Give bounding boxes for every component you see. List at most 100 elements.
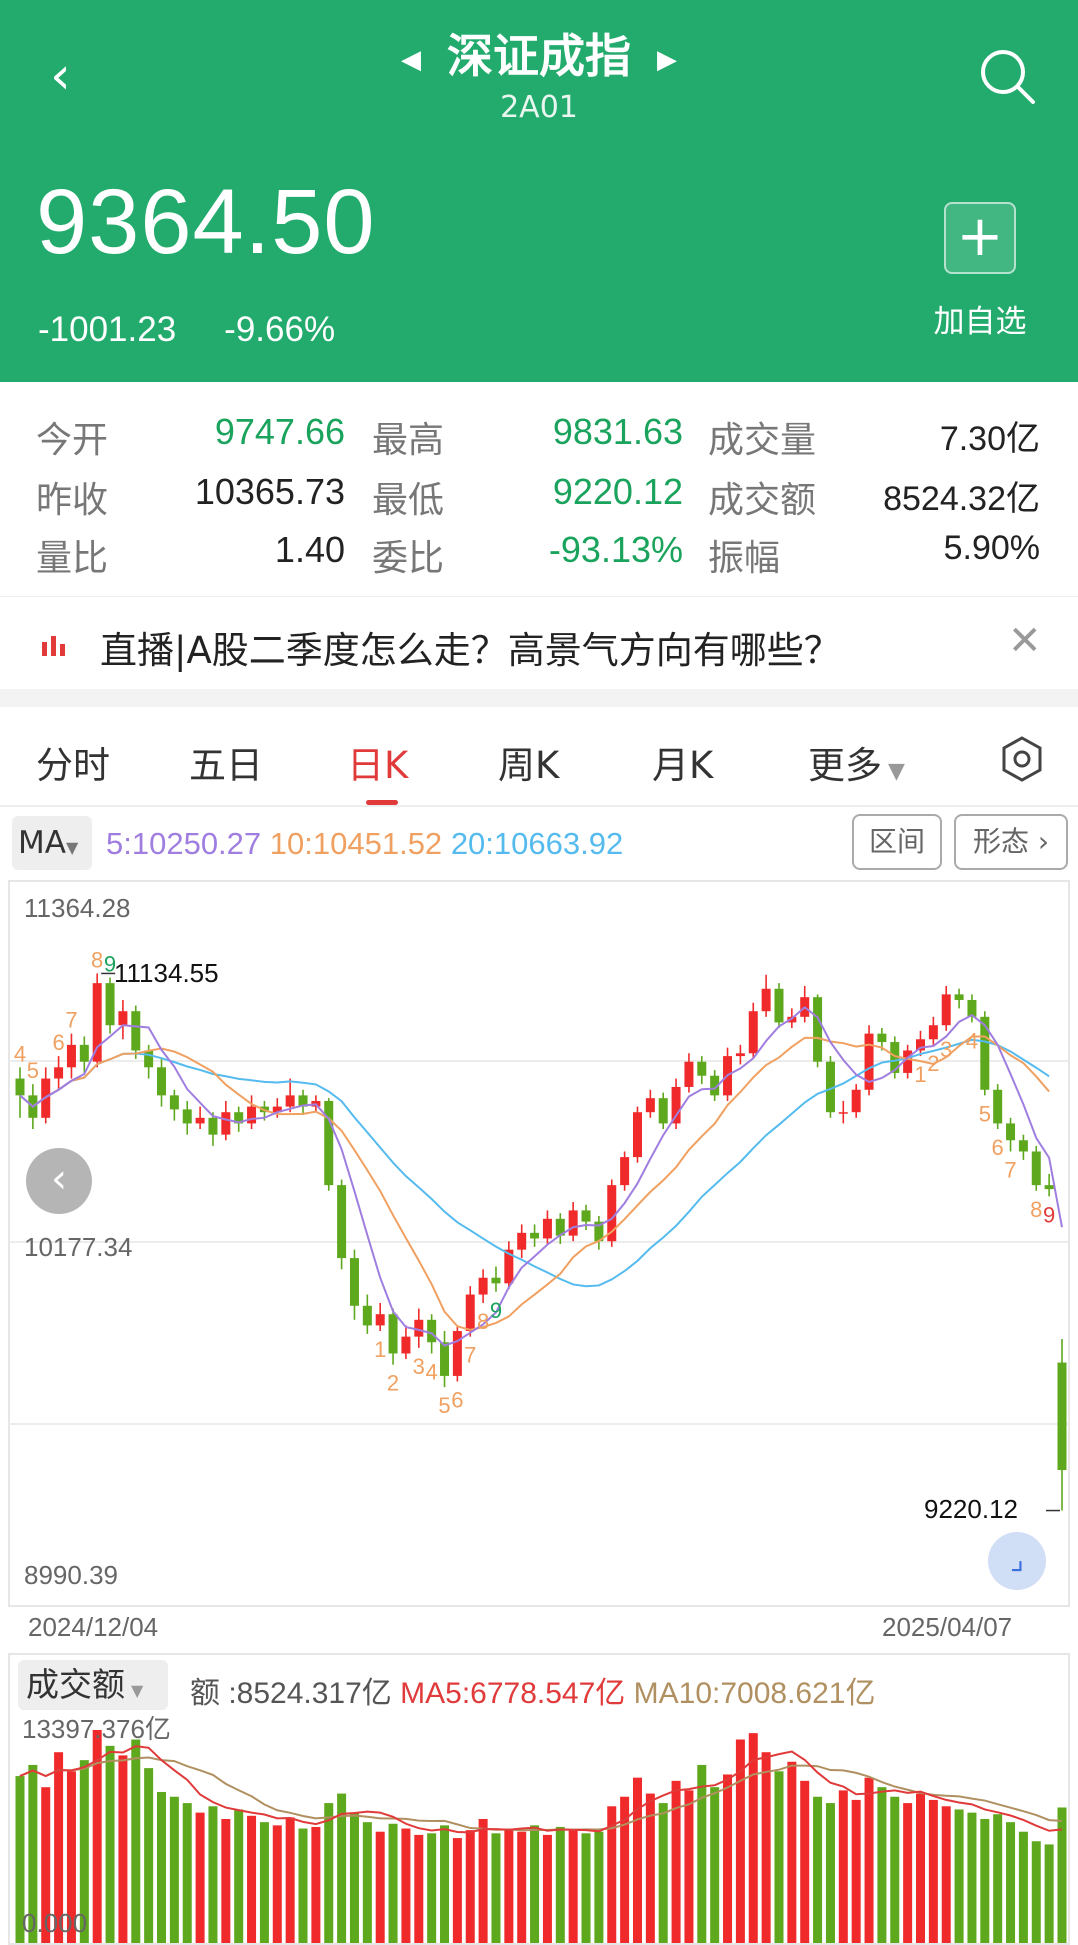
- volume-bar: [401, 1828, 411, 1943]
- tab-intraday[interactable]: 分时: [36, 744, 110, 787]
- candle-body: [401, 1336, 411, 1354]
- candle-body: [710, 1075, 720, 1096]
- candle-body: [221, 1112, 231, 1135]
- td-marker: 8: [1030, 1197, 1042, 1222]
- volume-bar: [710, 1787, 720, 1943]
- volume-bar: [182, 1803, 192, 1943]
- back-icon[interactable]: ‹: [50, 46, 71, 106]
- scroll-left-button[interactable]: ‹: [26, 1148, 92, 1214]
- add-watchlist-button[interactable]: +: [944, 202, 1016, 274]
- volume-bar: [298, 1828, 308, 1943]
- volume-bar: [954, 1809, 964, 1943]
- volume-bar: [517, 1831, 527, 1943]
- tab-daily-k[interactable]: 日K: [347, 744, 409, 787]
- volume-bar: [388, 1823, 398, 1943]
- volume-bar: [118, 1755, 128, 1943]
- volume-bar: [838, 1790, 848, 1943]
- td-marker: 2: [927, 1051, 939, 1076]
- volume-bar: [105, 1745, 115, 1943]
- td-marker: 2: [387, 1371, 399, 1396]
- volume-bar: [723, 1774, 733, 1943]
- candle-body: [452, 1331, 462, 1376]
- volume-bar: [993, 1814, 1003, 1943]
- volume-bar: [272, 1825, 282, 1943]
- volume-bar: [581, 1833, 591, 1943]
- volume-bar: [157, 1791, 167, 1943]
- candle-body: [903, 1050, 913, 1073]
- stat-value: 7.30亿: [939, 420, 1040, 458]
- reset-zoom-button[interactable]: ⌟: [988, 1532, 1046, 1590]
- news-text[interactable]: 直播|A股二季度怎么走？高景气方向有哪些？: [100, 629, 841, 672]
- settings-icon[interactable]: [1000, 735, 1044, 783]
- volume-bar: [427, 1833, 437, 1943]
- volume-bar: [337, 1793, 347, 1943]
- live-bars-icon: [42, 636, 65, 656]
- candle-body: [182, 1109, 192, 1124]
- volume-bar: [645, 1793, 655, 1943]
- ma10-line: [19, 1035, 1050, 1331]
- volume-bar: [311, 1826, 321, 1943]
- candle-body: [15, 1078, 25, 1096]
- candle-body: [131, 1011, 141, 1051]
- stat-value: 9220.12: [552, 471, 683, 512]
- candle-body: [144, 1050, 154, 1068]
- tab-weekly-k[interactable]: 周K: [498, 744, 560, 787]
- quote-header: ‹ ◀ 深证成指 ▶ 2A01 9364.50 -1001.23 -9.66% + 加…: [0, 0, 1078, 382]
- candle-body: [581, 1210, 591, 1222]
- interval-button[interactable]: 区间: [852, 814, 942, 870]
- volume-ma10: MA10:7008.621亿: [633, 1677, 876, 1710]
- stat-value: -93.13%: [548, 529, 683, 570]
- prev-index-icon[interactable]: ◀: [401, 44, 421, 75]
- candle-body: [928, 1025, 938, 1040]
- search-icon[interactable]: [975, 44, 1039, 108]
- candle-body: [748, 1011, 758, 1054]
- volume-bar: [632, 1777, 642, 1943]
- price-change: -1001.23 -9.66%: [38, 310, 383, 350]
- candle-body: [285, 1095, 295, 1107]
- candle-body: [813, 997, 823, 1062]
- candle-body: [1031, 1151, 1041, 1186]
- index-title: ◀ 深证成指 ▶: [0, 20, 1078, 86]
- volume-ma5-line: [19, 1745, 1063, 1834]
- volume-bar: [169, 1796, 179, 1943]
- indicator-selector[interactable]: MA▼: [12, 816, 92, 870]
- close-icon[interactable]: ✕: [1008, 618, 1042, 664]
- add-watchlist-label[interactable]: 加自选: [933, 304, 1027, 340]
- next-index-icon[interactable]: ▶: [657, 44, 677, 75]
- candle-body: [774, 988, 784, 1023]
- ma-legend: 5:10250.27 10:10451.52 20:10663.92: [106, 826, 623, 862]
- volume-bar: [414, 1834, 424, 1943]
- td-marker: 5: [27, 1058, 39, 1083]
- candle-body: [594, 1221, 604, 1242]
- volume-bar: [928, 1799, 938, 1943]
- candle-body: [234, 1112, 244, 1124]
- volume-indicator-selector[interactable]: 成交额 ▼: [18, 1660, 168, 1710]
- candle-body: [195, 1117, 205, 1124]
- candle-body: [954, 994, 964, 1000]
- stat-label: 振幅: [708, 537, 781, 578]
- ma20-value: 20:10663.92: [450, 826, 624, 861]
- low-price-label: 9220.12: [924, 1494, 1018, 1524]
- volume-bar: [967, 1812, 977, 1943]
- td-marker: 7: [65, 1008, 77, 1033]
- td-marker: 5: [979, 1101, 991, 1126]
- candle-body: [298, 1095, 308, 1107]
- candle-body: [967, 999, 977, 1017]
- stat-label: 最高: [372, 419, 445, 460]
- chevron-down-icon: ▼: [888, 759, 905, 784]
- candle-body: [1006, 1123, 1016, 1141]
- news-banner[interactable]: [0, 596, 1078, 688]
- tab-monthly-k[interactable]: 月K: [652, 744, 714, 787]
- y-axis-top-label: 11364.28: [24, 893, 131, 923]
- pattern-button[interactable]: 形态 ›: [954, 814, 1068, 870]
- volume-bar: [877, 1787, 887, 1943]
- candle-body: [504, 1249, 514, 1284]
- candle-body: [735, 1053, 745, 1057]
- volume-bar: [1031, 1841, 1041, 1943]
- volume-bar: [735, 1739, 745, 1943]
- candle-body: [427, 1319, 437, 1343]
- candle-body: [658, 1098, 668, 1124]
- tab-more[interactable]: 更多 ▼: [808, 735, 905, 789]
- tab-five-day[interactable]: 五日: [189, 744, 263, 787]
